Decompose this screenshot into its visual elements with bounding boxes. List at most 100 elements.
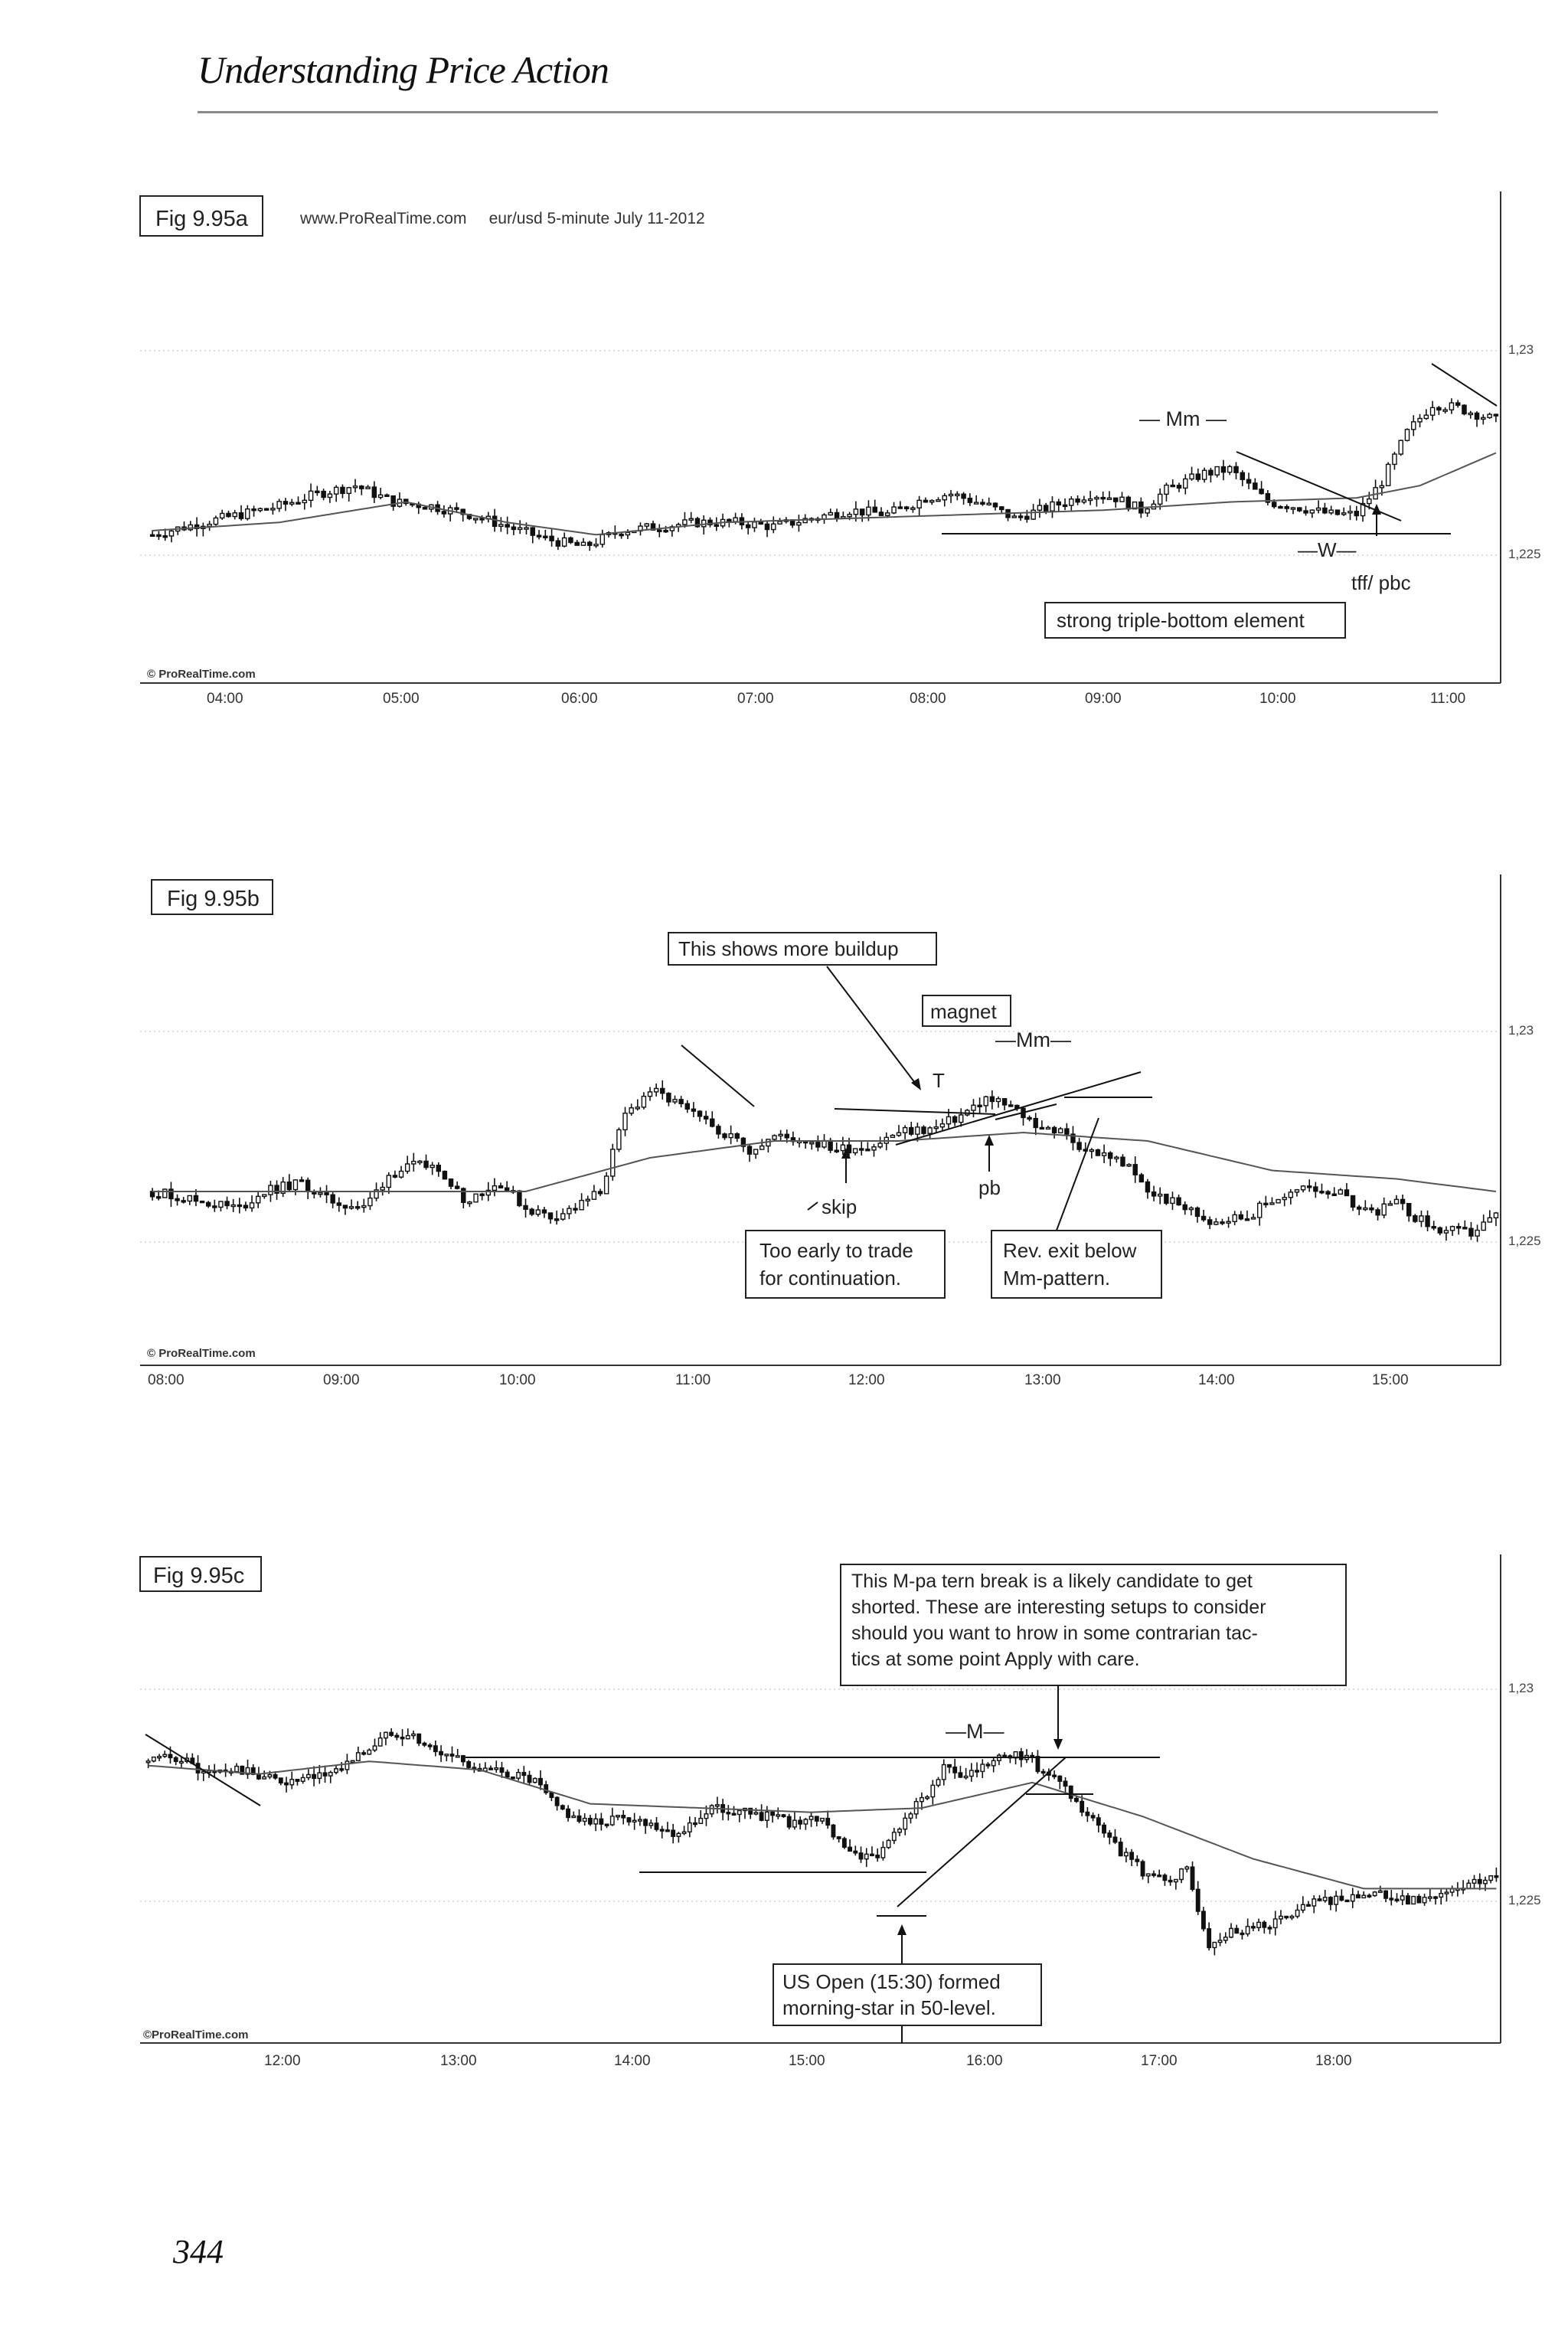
- candle-body: [427, 1744, 433, 1747]
- candle-body: [205, 1201, 211, 1207]
- candle-body: [846, 1144, 852, 1154]
- candle-body: [523, 1205, 528, 1210]
- candle-body: [1157, 1875, 1162, 1878]
- candle-body: [257, 508, 263, 512]
- header-rule: [198, 111, 1438, 113]
- candle-body: [1494, 1875, 1499, 1878]
- candle-body: [498, 524, 504, 528]
- candle-body: [675, 524, 681, 528]
- candle-body: [145, 1760, 151, 1764]
- candle-body: [1118, 1842, 1123, 1857]
- candle-body: [212, 1205, 217, 1208]
- candle-body: [831, 1824, 836, 1838]
- candle-body: [644, 523, 650, 527]
- candle-body: [1306, 1185, 1312, 1188]
- candle-body: [1001, 1098, 1008, 1106]
- candle-body: [1050, 501, 1055, 512]
- candle-body: [593, 544, 599, 547]
- candle-body: [1350, 1894, 1355, 1902]
- candle-body: [777, 521, 782, 525]
- candle-body: [436, 1165, 442, 1172]
- candle-body: [1227, 466, 1233, 473]
- candle-body: [591, 1191, 597, 1200]
- candle-body: [1069, 498, 1074, 506]
- candle-body: [286, 1181, 292, 1191]
- arrow-head: [1372, 504, 1381, 515]
- candle-body: [1348, 511, 1353, 514]
- candle-body: [560, 1805, 565, 1810]
- annotation-box-text: shorted. These are interesting setups to…: [851, 1597, 1266, 1618]
- candle-body: [582, 1817, 587, 1822]
- candle-body: [1008, 1755, 1013, 1759]
- candle-body: [1344, 1899, 1350, 1903]
- candle-body: [1138, 1174, 1145, 1183]
- candle-body: [1431, 1226, 1436, 1229]
- candle-body: [828, 512, 834, 516]
- candle-body: [454, 507, 459, 510]
- candle-body: [745, 524, 751, 528]
- candle-body: [1152, 1873, 1156, 1876]
- moving-average-line: [152, 1131, 1497, 1192]
- candle-body: [1474, 412, 1480, 420]
- candle-body: [1328, 509, 1334, 514]
- annotation-pb: pb: [978, 1176, 1001, 1199]
- candle-body: [778, 1133, 783, 1137]
- candle-body: [896, 1132, 902, 1136]
- candle-body: [942, 495, 948, 501]
- annotation-box: [840, 1564, 1347, 1686]
- candle-body: [1125, 496, 1132, 510]
- candle-body: [936, 499, 941, 502]
- candle-body: [616, 1129, 622, 1150]
- annotation-mm: —Mm—: [995, 1028, 1071, 1051]
- candle-body: [194, 524, 200, 529]
- candle-body: [510, 1777, 515, 1780]
- candle-body: [803, 1819, 808, 1825]
- candle-body: [752, 521, 757, 528]
- candle-body: [383, 1731, 388, 1739]
- candle-body: [1056, 501, 1062, 506]
- candle-body: [207, 1770, 211, 1773]
- candle-body: [1265, 492, 1271, 503]
- annotation-skip: skip: [822, 1195, 857, 1218]
- candle-body: [441, 511, 447, 515]
- candle-body: [1062, 504, 1068, 508]
- candle-body: [392, 1175, 398, 1178]
- candle-body: [948, 493, 954, 497]
- trend-line: [895, 1071, 1142, 1146]
- candle-body: [1201, 469, 1207, 480]
- candle-body: [466, 1760, 472, 1768]
- candle-body: [709, 1805, 714, 1815]
- candle-body: [955, 493, 960, 496]
- candle-body: [822, 1139, 827, 1148]
- candle-body: [1356, 1206, 1362, 1210]
- candle-body: [315, 490, 320, 494]
- candle-body: [809, 1142, 815, 1145]
- candle-body: [1085, 1811, 1090, 1816]
- candle-body: [859, 508, 865, 516]
- candle-body: [877, 1142, 883, 1148]
- candle-body: [834, 1149, 839, 1152]
- candle-body: [986, 502, 991, 505]
- candle-body: [983, 1096, 988, 1106]
- candle-body: [538, 1777, 543, 1786]
- candle-body: [278, 1777, 283, 1783]
- candle-body: [903, 506, 910, 510]
- candle-body: [251, 508, 256, 512]
- candle-body: [1483, 1879, 1488, 1884]
- candle-body: [923, 499, 929, 503]
- candle-body: [1405, 1895, 1410, 1905]
- candle-body: [808, 1816, 814, 1820]
- candle-body: [710, 1118, 715, 1127]
- candle-body: [1455, 1888, 1460, 1891]
- candle-body: [1354, 511, 1360, 517]
- x-tick-label: 09:00: [323, 1372, 360, 1388]
- candle-body: [390, 495, 396, 507]
- candle-body: [996, 1754, 1001, 1761]
- candle-body: [1058, 1128, 1063, 1134]
- candle-body: [232, 512, 238, 518]
- candle-body: [1226, 1221, 1231, 1224]
- candle-body: [1377, 1890, 1383, 1894]
- candle-body: [245, 1767, 250, 1775]
- candle-body: [647, 1091, 653, 1097]
- candle-body: [781, 1814, 786, 1818]
